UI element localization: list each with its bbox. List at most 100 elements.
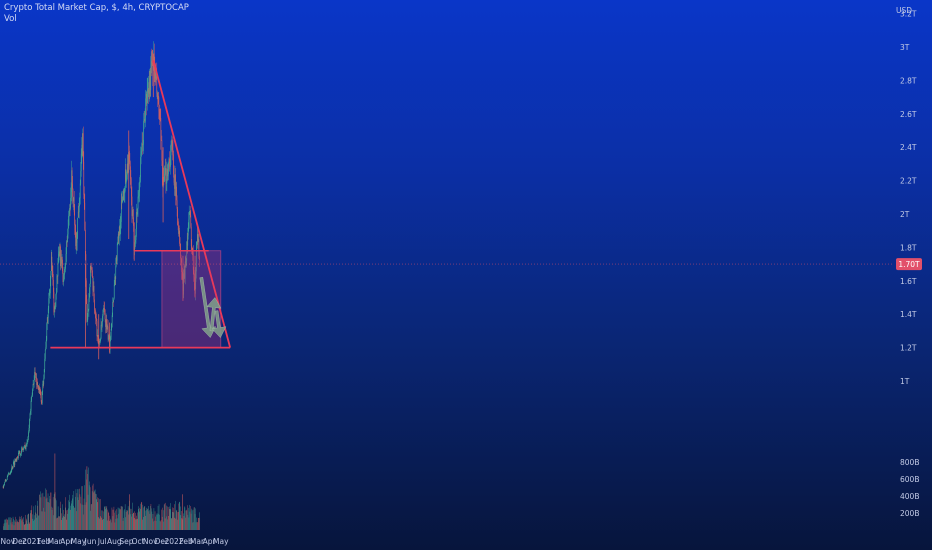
time-tick-label: Dec [155,537,170,546]
candle-body [30,410,31,414]
candle-body [172,150,174,155]
candle-body [160,117,161,119]
candle-body [141,143,143,148]
price-tick-label: 3.2T [900,10,917,19]
price-tick-label: 200B [900,509,919,518]
candle-body [172,140,173,151]
price-tick-label: 1.2T [900,344,917,353]
candle-body [4,482,5,485]
candle-body [80,171,82,184]
candle-body [102,316,103,323]
candle-body [198,238,200,257]
candle-body [193,270,195,278]
candle-body [94,299,95,309]
candle-body [76,237,78,243]
candle-body [6,479,8,481]
candle-body [33,380,35,385]
price-tick-label: 1.6T [900,277,917,286]
candle-body [146,94,147,104]
candle-body [41,401,43,404]
candle-body [3,484,4,488]
candle-body [41,391,43,404]
candle-body [119,226,121,234]
candle-body [25,445,26,450]
time-tick-label: May [213,537,229,546]
candle-body [29,418,30,428]
candle-body [86,299,88,321]
candle-body [70,191,72,198]
projection-arrow[interactable] [211,310,227,338]
candle-body [10,470,12,472]
candle-body [125,169,127,183]
candle-body [162,160,163,185]
candle-body [114,277,116,279]
candle-body [72,184,73,197]
candle-body [56,292,57,295]
candle-body [70,197,71,209]
candle-body [186,241,188,246]
candle-body [72,196,74,202]
candle-body [148,82,150,94]
candle-body [63,279,64,282]
candle-body [11,466,13,469]
candle-body [3,484,5,485]
candle-body [43,369,45,379]
candle-body [48,298,50,309]
candle-body [16,458,17,461]
candle-body [97,335,98,337]
candle-body [61,259,63,264]
candle-body [190,226,192,246]
candle-body [90,265,91,284]
candle-body [65,253,67,264]
candle-body [127,163,129,173]
candle-body [67,228,69,235]
volume-bar [86,466,88,531]
candle-body [39,390,41,393]
candle-body [68,214,70,216]
candle-body [87,310,89,320]
projection-arrow[interactable] [206,297,222,332]
candle-body [161,140,162,141]
candle-body [134,242,136,247]
candle-body [131,196,133,216]
candle-body [104,309,106,320]
candle-body [111,322,112,329]
candle-body [101,324,102,326]
candle-body [92,276,94,291]
candle-body [46,323,48,340]
candle-body [136,212,137,229]
candle-body [14,461,15,465]
candle-body [141,147,142,155]
candle-body [101,322,103,326]
candle-body [167,169,168,177]
candle-body [109,340,111,350]
resistance-line[interactable] [152,60,232,348]
candle-body [169,163,171,167]
candle-body [181,272,183,279]
candle-body [2,486,4,488]
candle-body [161,140,163,161]
candle-body [53,291,55,313]
projection-arrow[interactable] [199,276,217,338]
candle-body [131,187,132,197]
candle-body [64,268,66,270]
candle-body [181,259,182,272]
candle-body [173,154,174,175]
candle-body [183,269,185,275]
candle-body [176,200,178,209]
candle-body [80,153,82,172]
candle-body [145,94,147,99]
candle-body [27,440,28,442]
price-tick-label: 1.8T [900,243,917,252]
candle-body [36,377,37,385]
candle-body [95,310,96,318]
candle-body [53,279,54,292]
candle-body [158,97,160,112]
candle-body [197,234,198,245]
candle-body [60,246,61,267]
candle-body [18,453,19,458]
candle-body [79,198,81,204]
candle-body [10,471,12,473]
candle-body [154,69,156,79]
